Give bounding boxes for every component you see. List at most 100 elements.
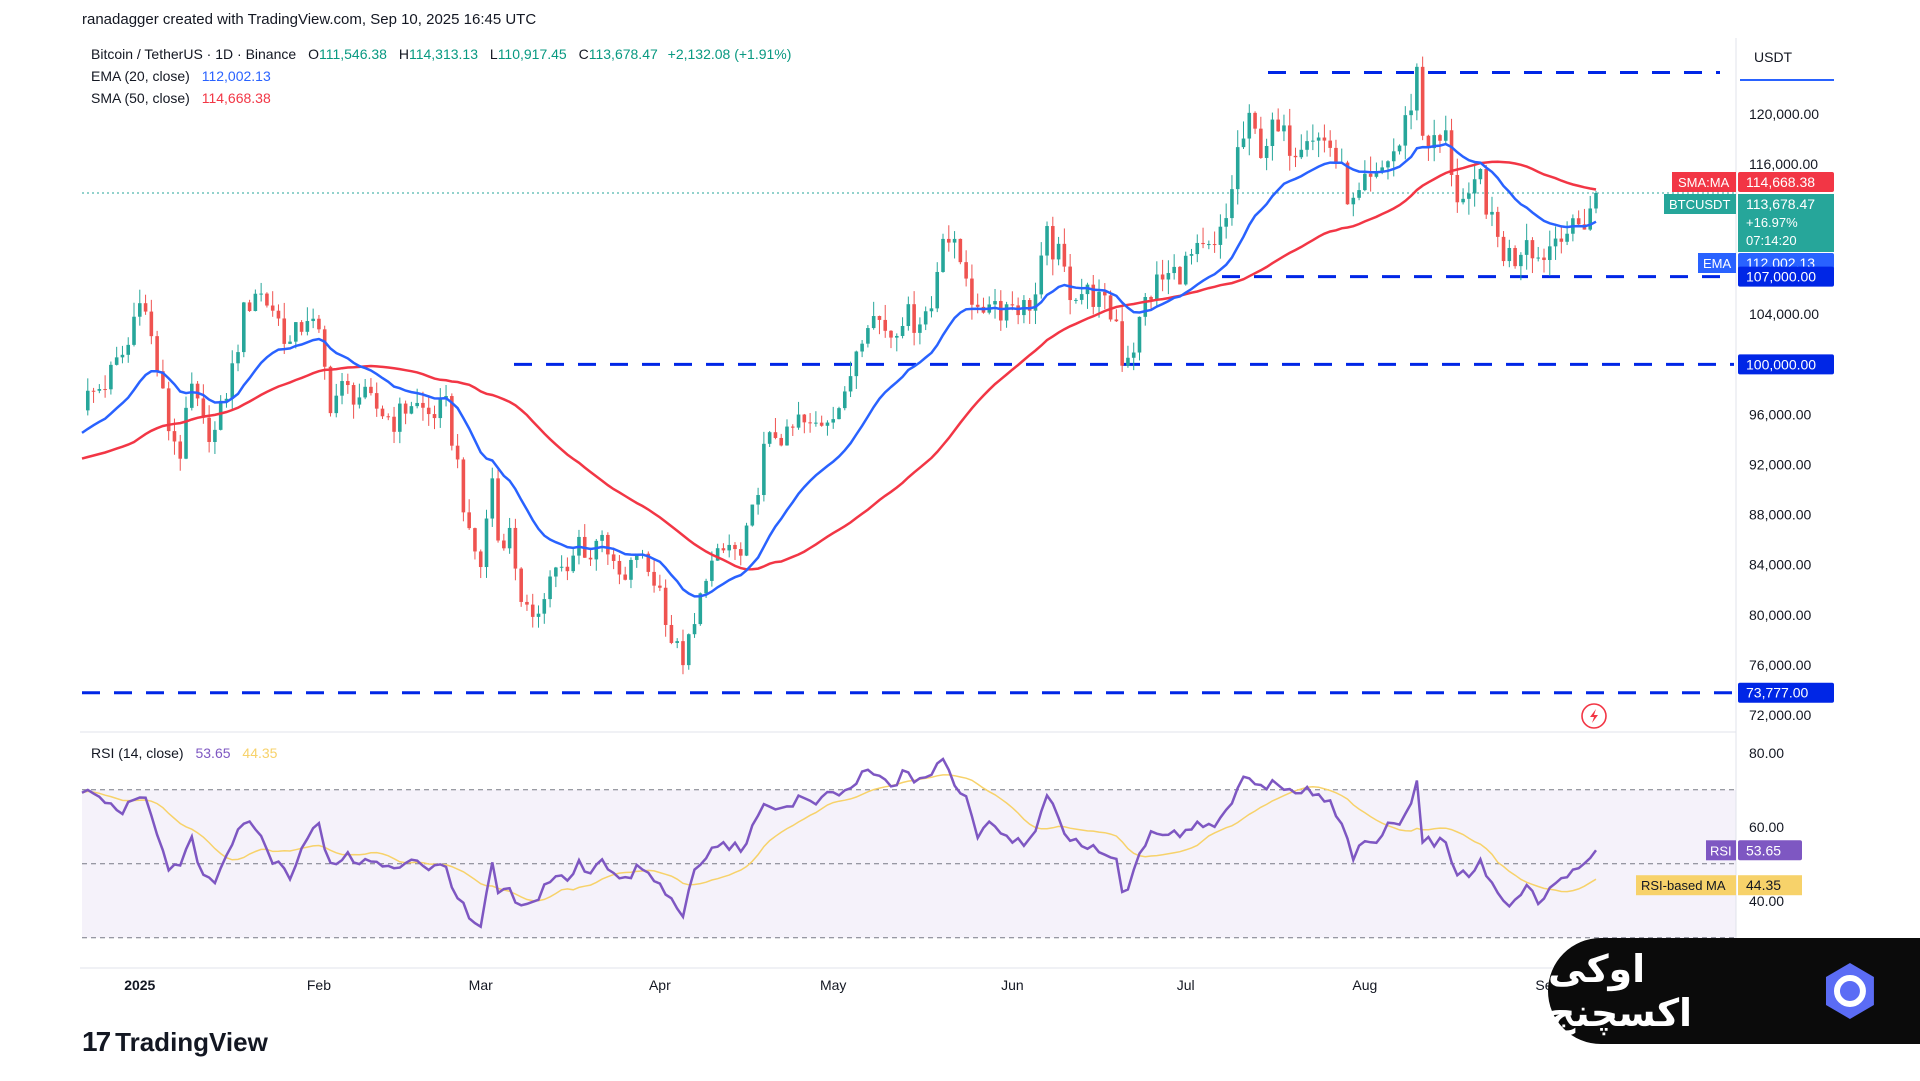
btc-name-badge xyxy=(1664,194,1736,214)
lightning-icon[interactable] xyxy=(1581,703,1607,729)
candle-body xyxy=(1155,274,1159,300)
currency-label: USDT xyxy=(1754,49,1793,65)
candle-body xyxy=(929,308,934,312)
candle-body xyxy=(403,403,408,414)
price-tick-label: 76,000.00 xyxy=(1749,657,1811,673)
candle-body xyxy=(692,624,697,635)
candle-body xyxy=(918,324,922,333)
level-107-badge-text: 107,000.00 xyxy=(1746,269,1816,285)
change-value: +2,132.08 (+1.91%) xyxy=(668,46,792,62)
candle-body xyxy=(1397,145,1402,152)
candle-body xyxy=(1432,135,1436,149)
candle-body xyxy=(357,397,362,405)
rsi-ma-legend-value: 44.35 xyxy=(242,745,277,761)
candle-body xyxy=(1270,119,1275,146)
candle-body xyxy=(502,540,506,549)
candle-body xyxy=(207,417,211,442)
candle-body xyxy=(1051,226,1055,260)
candle-body xyxy=(1027,300,1032,311)
attribution: ranadagger created with TradingView.com,… xyxy=(82,11,536,28)
candle-body xyxy=(1542,257,1546,261)
candle-body xyxy=(322,329,327,367)
level-100-badge-bg xyxy=(1738,354,1834,375)
btc-value-text: 113,678.47 xyxy=(1746,196,1815,212)
candle-body xyxy=(1085,284,1090,295)
candle-body xyxy=(935,271,940,309)
candle-body xyxy=(1074,299,1078,301)
candle-body xyxy=(698,593,703,625)
candle-body xyxy=(952,238,957,243)
time-axis[interactable]: 2025 Feb Mar Apr May Jun Jul Aug Se xyxy=(80,967,1736,993)
rsi-axis[interactable]: 80.00 60.00 40.00 xyxy=(1749,745,1784,909)
candle-body xyxy=(814,422,818,424)
ema-legend: EMA (20, close) 112,002.13 xyxy=(91,68,271,84)
okx-exchange-badge: اوکی اکسچنج xyxy=(1548,938,1920,1044)
candle-body xyxy=(1380,167,1384,172)
candle-body xyxy=(340,381,344,396)
rsi-line xyxy=(81,757,1597,929)
candle-body xyxy=(1004,304,1009,321)
candle-body xyxy=(1091,284,1096,307)
candle-body xyxy=(652,571,656,586)
candle-body xyxy=(305,321,310,332)
candle-body xyxy=(871,316,876,329)
candle-body xyxy=(1536,257,1541,259)
candle-body xyxy=(756,495,760,505)
candle-body xyxy=(894,335,899,338)
candle-body xyxy=(571,555,575,572)
candle-body xyxy=(1420,66,1425,136)
rsi-pane[interactable] xyxy=(81,757,1736,939)
candle-body xyxy=(1235,147,1240,190)
ema-name-text: EMA xyxy=(1703,256,1732,271)
candle-body xyxy=(369,386,373,394)
candle-body xyxy=(1426,135,1431,149)
candle-body xyxy=(750,504,755,526)
candle-body xyxy=(715,548,720,561)
candle-body xyxy=(1559,238,1564,242)
candle-body xyxy=(386,416,391,418)
candle-body xyxy=(854,351,859,377)
candle-body xyxy=(565,566,570,572)
candle-body xyxy=(1305,141,1309,150)
price-tick-label: 104,000.00 xyxy=(1749,306,1819,322)
candle-body xyxy=(1507,247,1512,262)
candle-body xyxy=(1224,218,1228,227)
candle-body xyxy=(1114,319,1119,322)
candle-body xyxy=(1172,266,1176,274)
candle-body xyxy=(253,293,258,312)
candle-body xyxy=(1131,352,1136,358)
candle-body xyxy=(247,302,252,312)
candle-body xyxy=(438,398,443,419)
tradingview-logo[interactable]: 17 TradingView xyxy=(82,1026,268,1058)
candle-body xyxy=(120,354,125,358)
sma-value-badge-text: 114,668.38 xyxy=(1746,174,1815,190)
okx-logo-icon xyxy=(1826,963,1875,1019)
candle-body xyxy=(600,534,604,541)
candle-body xyxy=(178,441,183,459)
candle-body xyxy=(455,445,460,460)
rsi-ma-value-text: 44.35 xyxy=(1746,877,1781,893)
ema-legend-value: 112,002.13 xyxy=(202,68,271,84)
candle-body xyxy=(1345,162,1350,205)
candle-body xyxy=(328,366,333,414)
candle-body xyxy=(1212,244,1217,246)
candle-body xyxy=(1293,155,1298,158)
candle-body xyxy=(744,525,749,556)
price-tick-label: 116,000.00 xyxy=(1749,156,1818,172)
candle-body xyxy=(97,389,102,391)
candle-body xyxy=(889,330,893,338)
time-axis-label: Aug xyxy=(1352,977,1377,993)
candle-body xyxy=(1287,125,1292,156)
price-pane[interactable] xyxy=(81,56,1736,695)
price-tick-label: 92,000.00 xyxy=(1749,457,1811,473)
candle-body xyxy=(900,325,905,336)
rsi-tick-label: 40.00 xyxy=(1749,893,1784,909)
rsi-name-text: RSI xyxy=(1710,843,1732,858)
candle-body xyxy=(1282,125,1286,132)
candle-body xyxy=(825,422,830,426)
candle-body xyxy=(195,383,200,399)
candle-body xyxy=(1443,130,1448,141)
candle-body xyxy=(629,559,633,580)
candle-body xyxy=(1472,179,1477,194)
candle-body xyxy=(317,318,321,330)
